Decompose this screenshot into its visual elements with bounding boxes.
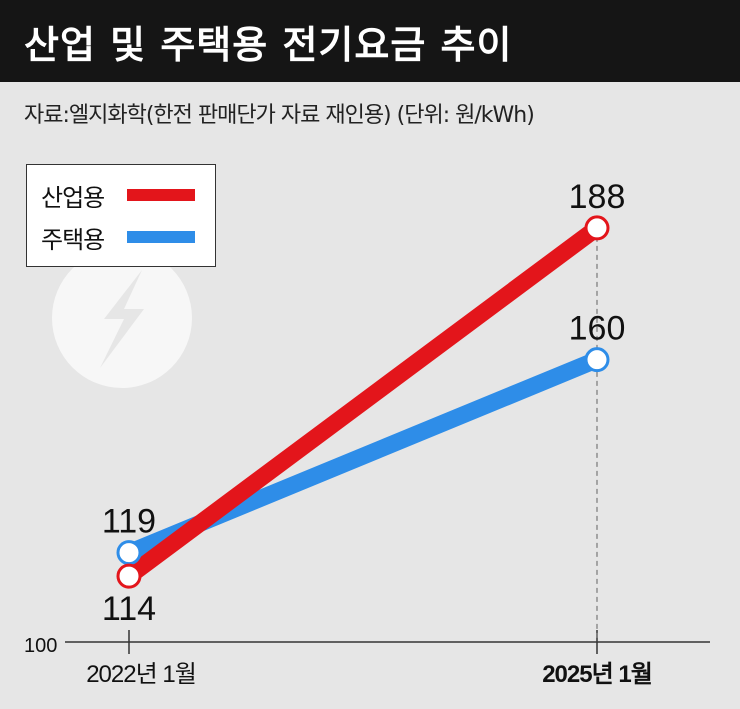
lightning-bolt-icon [52,248,192,388]
legend-swatch-industrial [127,189,195,201]
y-axis-value-label: 100 [24,635,57,657]
industrial-series-line [123,221,603,583]
residential-value-label-2022: 119 [102,503,156,541]
source-note: 자료:엘지화학(한전 판매단가 자료 재인용) (단위: 원/kWh) [24,103,535,128]
legend-label-industrial: 산업용 [41,183,105,212]
legend-item-residential[interactable]: 주택용 [41,217,195,257]
industrial-value-label-2022: 114 [102,590,156,628]
x-tick-label-2022: 2022년 1월 [86,661,196,688]
industrial-point-2022[interactable] [116,563,142,589]
residential-value-label-2025: 160 [569,310,626,348]
title-bar: 산업 및 주택용 전기요금 추이 [0,0,740,82]
industrial-value-label-2025: 188 [569,178,626,216]
residential-point-2022[interactable] [116,540,142,566]
industrial-point-2025[interactable] [584,215,610,241]
legend: 산업용 주택용 [26,164,216,267]
legend-swatch-residential [127,231,195,243]
x-tick-label-2025: 2025년 1월 [542,661,652,688]
legend-item-industrial[interactable]: 산업용 [41,175,195,215]
legend-label-residential: 주택용 [41,225,105,254]
chart-title: 산업 및 주택용 전기요금 추이 [24,23,513,67]
residential-point-2025[interactable] [584,347,610,373]
